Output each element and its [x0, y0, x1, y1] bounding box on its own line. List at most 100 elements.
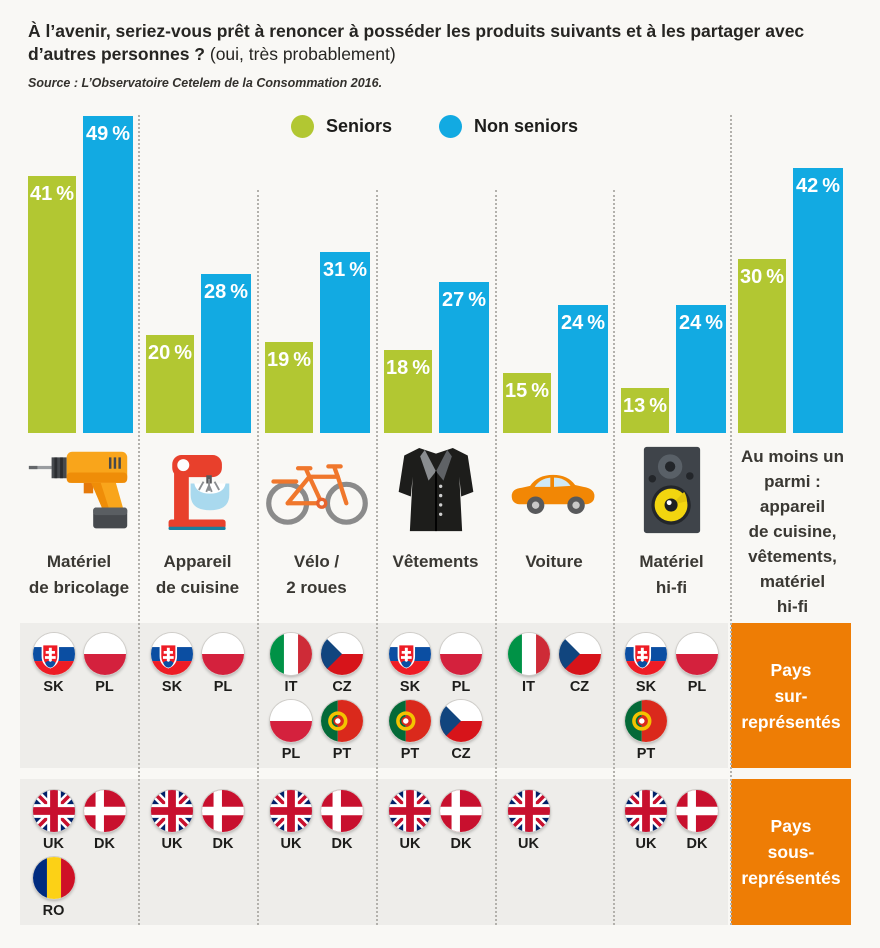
bar-non-seniors: 24 % [676, 305, 726, 433]
bar-value-label: 28 % [203, 281, 249, 303]
bar-value-label: 31 % [322, 259, 368, 281]
column-separator [138, 115, 140, 925]
flag-uk-icon [151, 790, 193, 832]
flag-label-cz: CZ [332, 679, 352, 695]
bar-seniors: 15 % [503, 373, 551, 433]
flag-label-sk: SK [43, 679, 64, 695]
flag-label-dk: DK [686, 836, 708, 852]
column-separator [495, 190, 497, 925]
seniors-swatch-icon [291, 115, 314, 138]
category-label: Matériel de bricolage [28, 552, 130, 597]
column-separator [257, 190, 259, 925]
flag-pl-icon [270, 700, 312, 742]
flag-label-pl: PL [281, 746, 301, 762]
legend-non-seniors-label: Non seniors [474, 116, 579, 136]
under-represented-label: Pays sous- représentés [731, 779, 851, 925]
flag-it-icon [507, 633, 550, 675]
bar-value-label: 18 % [385, 357, 431, 379]
flag-cz-icon [321, 633, 363, 675]
mixer-icon [138, 438, 258, 542]
bar-value-label: 19 % [266, 349, 312, 371]
flag-label-uk: UK [399, 836, 421, 852]
title-question: À l’avenir, seriez-vous prêt à renoncer … [28, 21, 805, 64]
flag-pl-icon [202, 633, 244, 675]
flag-label-pt: PT [332, 746, 352, 762]
category-label: Matériel hi-fi [639, 552, 704, 597]
flag-label-dk: DK [94, 836, 115, 852]
page-title: À l’avenir, seriez-vous prêt à renoncer … [28, 20, 844, 66]
flag-uk-icon [32, 790, 75, 832]
bar-value-label: 20 % [147, 342, 193, 364]
flag-cz-icon [558, 633, 601, 675]
coat-icon [376, 438, 496, 542]
flag-pt-icon [389, 700, 431, 742]
drill-icon [19, 438, 139, 542]
flag-label-sk: SK [399, 679, 421, 695]
flag-label-sk: SK [161, 679, 183, 695]
flag-uk-icon [270, 790, 312, 832]
under-represented-band [20, 779, 728, 925]
flag-uk-icon [507, 790, 550, 832]
flag-label-pl: PL [213, 679, 233, 695]
flag-cz-icon [440, 700, 482, 742]
non-seniors-swatch-icon [439, 115, 463, 138]
flag-pl-icon [676, 633, 718, 675]
source-note: Source : L’Observatoire Cetelem de la Co… [28, 76, 383, 90]
flag-label-uk: UK [518, 836, 539, 852]
column-separator [613, 190, 615, 925]
bar-non-seniors: 28 % [201, 274, 251, 433]
bar-value-label: 49 % [85, 123, 131, 145]
bar-non-seniors: 49 % [83, 116, 133, 433]
flag-dk-icon [83, 790, 126, 832]
flag-ro-icon [32, 857, 75, 899]
bar-seniors: 30 % [738, 259, 786, 433]
category-label: Vélo / 2 roues [286, 552, 347, 597]
car-icon [494, 438, 614, 542]
flag-pt-icon [625, 700, 667, 742]
bar-value-label: 30 % [739, 266, 785, 288]
flag-label-uk: UK [43, 836, 64, 852]
over-represented-label: Pays sur- représentés [731, 623, 851, 768]
flag-label-pl: PL [451, 679, 471, 695]
flag-pl-icon [83, 633, 126, 675]
bar-non-seniors: 24 % [558, 305, 608, 433]
chart-legend: Seniors Non seniors [291, 115, 578, 138]
bar-seniors: 41 % [28, 176, 76, 433]
bar-non-seniors: 42 % [793, 168, 843, 433]
legend-item-non-seniors: Non seniors [439, 115, 578, 138]
flag-sk-icon [32, 633, 75, 675]
flag-sk-icon [389, 633, 431, 675]
flag-dk-icon [321, 790, 363, 832]
flag-label-pl: PL [687, 679, 707, 695]
flag-label-uk: UK [635, 836, 657, 852]
flag-label-it: IT [284, 679, 298, 695]
flag-uk-icon [625, 790, 667, 832]
flag-label-it: IT [522, 679, 535, 695]
flag-dk-icon [676, 790, 718, 832]
flag-label-cz: CZ [569, 679, 590, 695]
bar-non-seniors: 27 % [439, 282, 489, 433]
bar-value-label: 24 % [560, 312, 606, 334]
flag-label-cz: CZ [451, 746, 471, 762]
bar-value-label: 42 % [795, 175, 841, 197]
bar-seniors: 18 % [384, 350, 432, 433]
bar-value-label: 24 % [678, 312, 724, 334]
category-label: Appareil de cuisine [155, 552, 240, 597]
legend-seniors-label: Seniors [326, 116, 393, 136]
bar-non-seniors: 31 % [320, 252, 370, 433]
bar-seniors: 20 % [146, 335, 194, 433]
bar-value-label: 13 % [622, 395, 668, 417]
bicycle-icon [257, 438, 377, 542]
flag-label-uk: UK [280, 836, 302, 852]
bar-value-label: 15 % [504, 380, 550, 402]
bar-value-label: 41 % [29, 183, 75, 205]
flag-dk-icon [440, 790, 482, 832]
column-separator [376, 190, 378, 925]
flag-pt-icon [321, 700, 363, 742]
bar-seniors: 13 % [621, 388, 669, 433]
column-separator [730, 115, 732, 925]
flag-label-dk: DK [212, 836, 234, 852]
flag-sk-icon [625, 633, 667, 675]
flag-pl-icon [440, 633, 482, 675]
